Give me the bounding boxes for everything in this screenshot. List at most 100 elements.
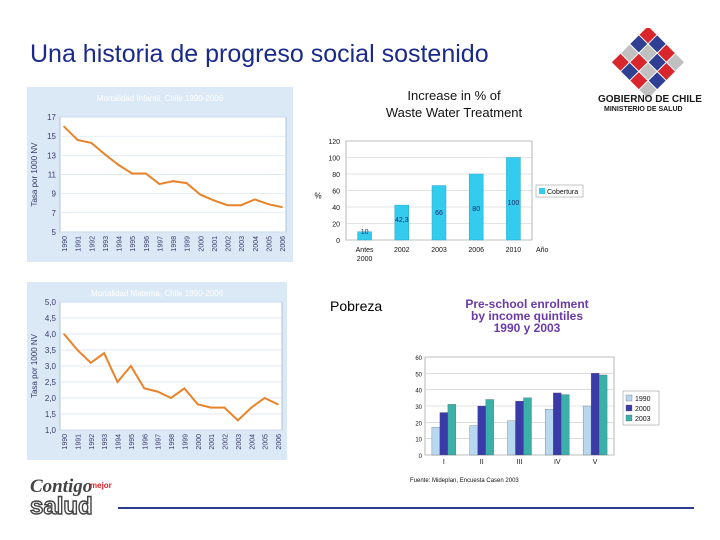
y-tick-label: 11 [48, 171, 57, 180]
bar [431, 185, 447, 241]
data-point [117, 164, 120, 166]
bar [590, 373, 600, 456]
data-point [250, 406, 253, 409]
y-tick-label: 10 [415, 438, 422, 444]
y-tick-label: 0 [336, 238, 340, 245]
x-tick-label: 1997 [156, 434, 163, 450]
x-tick-label: 1994 [117, 236, 124, 252]
bar-value-label: 10 [361, 229, 369, 236]
x-tick-label: 1999 [182, 434, 189, 450]
y-tick-label: 17 [47, 113, 56, 122]
chart-title: Mortalidad Infantil, Chile 1990-2006 [97, 94, 224, 103]
y-tick-label: 4,5 [45, 314, 57, 323]
y-tick-label: 100 [328, 156, 340, 163]
y-tick-label: 3,5 [45, 346, 57, 355]
y-tick-label: 20 [415, 421, 422, 427]
x-tick-label: 2005 [263, 434, 270, 450]
legend-label: 2003 [635, 416, 651, 423]
y-tick-label: 40 [332, 205, 340, 212]
bar [561, 394, 570, 456]
x-tick-label: 1992 [89, 434, 96, 450]
bar [523, 397, 532, 456]
x-tick-label: 1998 [171, 236, 178, 252]
bar [598, 374, 608, 456]
data-point [76, 349, 79, 351]
x-tick-label: 2002 [223, 434, 230, 450]
logo-line1: GOBIERNO DE CHILE [598, 94, 702, 105]
bar [477, 405, 486, 456]
x-tick-label: 2003 [431, 247, 447, 254]
y-tick-label: 20 [332, 222, 340, 229]
x-tick-label: 2002 [394, 247, 410, 254]
legend-swatch [625, 414, 633, 422]
data-point [130, 365, 132, 367]
y-tick-label: 5 [52, 228, 57, 237]
data-point [263, 397, 266, 399]
y-tick-label: 15 [47, 132, 56, 141]
bar [431, 427, 441, 456]
x-tick-label: 1991 [76, 236, 83, 252]
data-point [156, 390, 159, 393]
x-axis-label: Año [536, 247, 549, 254]
data-point [63, 125, 65, 128]
data-point [281, 206, 283, 208]
x-tick-label: 1990 [62, 236, 69, 252]
bar [357, 231, 372, 241]
data-point [158, 183, 161, 185]
data-point [196, 403, 199, 406]
bar-value-label: 66 [435, 210, 443, 217]
data-point [104, 153, 106, 156]
x-tick-label: IV [554, 459, 561, 466]
infant-mortality-chart: Mortalidad Infantil, Chile 1990-2006 17 15… [27, 87, 293, 262]
y-tick-label: 7 [52, 209, 57, 218]
bar [394, 204, 410, 241]
bar-value-label: 42,3 [395, 217, 409, 224]
x-tick-label: 2003 [239, 236, 246, 252]
data-point [170, 397, 172, 399]
y-tick-label: 50 [415, 372, 422, 378]
logo-word-contigo: Contigo [30, 476, 92, 497]
data-point [226, 204, 229, 206]
legend-label: 2000 [635, 406, 651, 413]
x-tick-label: 2006 [276, 434, 283, 450]
x-tick-label: 1996 [144, 236, 151, 252]
data-point [253, 198, 256, 201]
x-tick-label: III [517, 459, 523, 466]
x-tick-label: 2000 [196, 434, 203, 450]
waste-water-chart: Increase in % of Waste Water Treatment 120… [314, 88, 584, 263]
logo-line2: MINISTERIO DE SALUD [604, 106, 683, 113]
data-point [116, 381, 119, 383]
slide-title: Una historia de progreso social sostenid… [30, 40, 489, 68]
bar [468, 173, 484, 241]
x-tick-label: 1998 [169, 434, 176, 450]
chart-title-line1: Increase in % of [407, 88, 501, 103]
x-tick-label: 2004 [253, 236, 260, 252]
bar [485, 399, 494, 456]
data-point [103, 352, 105, 354]
contigo-mejor-salud-logo: Contigo mejor salud [29, 476, 111, 518]
data-point [89, 362, 92, 364]
data-point [172, 180, 174, 183]
chart-title-line2: by income quintiles [471, 309, 583, 323]
chart-title-line3: 1990 y 2003 [494, 321, 561, 335]
y-tick-label: 3,0 [45, 362, 57, 371]
chart-title-line2: Waste Water Treatment [386, 105, 523, 120]
x-tick-label: 1996 [142, 434, 149, 450]
y-tick-label: 2,0 [45, 394, 57, 403]
data-point [213, 199, 215, 202]
x-tick-label: 1995 [130, 236, 137, 252]
bar [506, 157, 521, 241]
pobreza-label: Pobreza [330, 298, 383, 314]
y-tick-label: 60 [415, 356, 422, 362]
x-tick-label: 2004 [249, 434, 256, 450]
data-point [237, 419, 239, 422]
legend-swatch [625, 394, 633, 402]
x-tick-label: 2001 [209, 434, 216, 450]
y-tick-label: 5,0 [45, 298, 57, 307]
data-point [143, 387, 146, 390]
x-tick-label: 2000 [198, 236, 205, 252]
x-tick-label: 2006 [468, 247, 484, 254]
y-tick-label: 1,5 [45, 410, 57, 419]
x-tick-label: I [443, 459, 445, 466]
logo-word-salud: salud [30, 493, 93, 518]
